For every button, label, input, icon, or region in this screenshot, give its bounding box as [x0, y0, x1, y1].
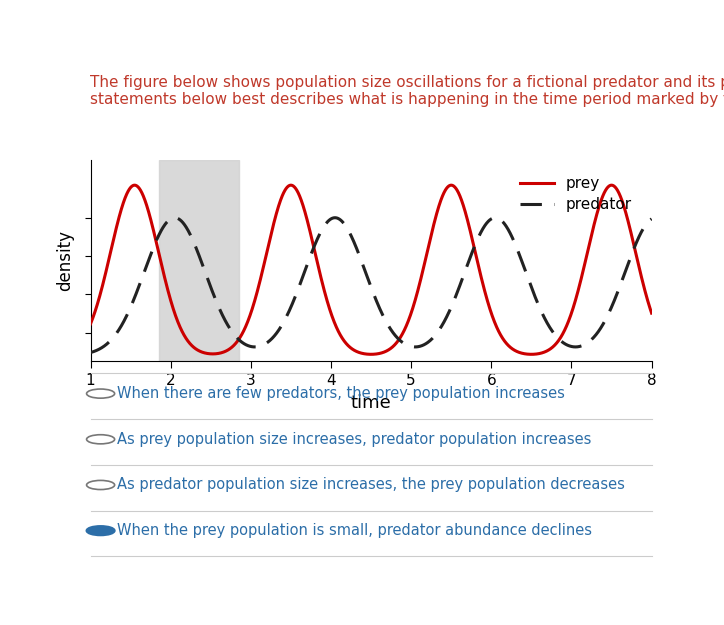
- Text: As predator population size increases, the prey population decreases: As predator population size increases, t…: [117, 478, 626, 492]
- Circle shape: [87, 481, 114, 489]
- Text: As prey population size increases, predator population increases: As prey population size increases, preda…: [117, 432, 592, 447]
- Text: When the prey population is small, predator abundance declines: When the prey population is small, preda…: [117, 523, 592, 538]
- Circle shape: [87, 526, 114, 535]
- X-axis label: time: time: [350, 394, 392, 412]
- Bar: [159, 160, 239, 361]
- Circle shape: [87, 389, 114, 398]
- Circle shape: [87, 435, 114, 444]
- Legend: prey, predator: prey, predator: [514, 170, 639, 218]
- Text: The figure below shows population size oscillations for a fictional predator and: The figure below shows population size o…: [90, 75, 724, 108]
- Text: When there are few predators, the prey population increases: When there are few predators, the prey p…: [117, 386, 565, 401]
- Y-axis label: density: density: [56, 230, 75, 291]
